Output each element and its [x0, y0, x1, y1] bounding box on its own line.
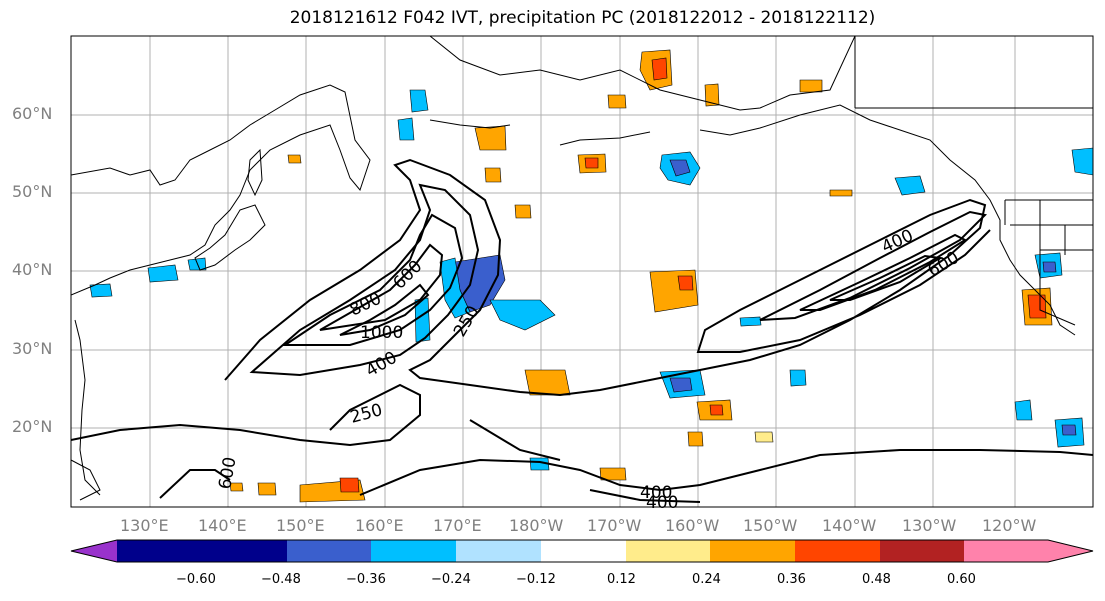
colorbar-tick: 0.24 [692, 572, 721, 587]
coastlines [71, 36, 1093, 501]
lon-label: 120°W [982, 516, 1037, 535]
map-frame [70, 35, 1094, 508]
colorbar-tick: −0.24 [431, 572, 471, 587]
lon-label: 140°E [198, 516, 247, 535]
lon-label: 170°W [587, 516, 642, 535]
colorbar-tick: 0.60 [947, 572, 976, 587]
colorbar-tick: 0.12 [607, 572, 636, 587]
chart-title: 2018121612 F042 IVT, precipitation PC (2… [289, 8, 876, 28]
contour-label: 250 [348, 400, 385, 428]
lon-label: 150°W [743, 516, 798, 535]
contour-label: 400 [640, 483, 672, 503]
lon-label: 150°E [276, 516, 325, 535]
lon-label: 160°E [355, 516, 404, 535]
contour-label: 400 [646, 493, 678, 513]
contour-label: 400 [363, 348, 401, 382]
contour-label: 1000 [360, 323, 403, 343]
colorbar-tick: −0.48 [261, 572, 301, 587]
contour-label: 400 [879, 226, 917, 258]
colorbar-tick: 0.36 [777, 572, 806, 587]
lon-label: 130°E [120, 516, 169, 535]
lat-label: 30°N [12, 339, 53, 358]
colorbar-tick: −0.60 [176, 572, 216, 587]
lat-label: 20°N [12, 417, 53, 436]
lat-label: 40°N [12, 260, 53, 279]
contour-label: 600 [925, 248, 963, 282]
colorbar-tick: −0.12 [516, 572, 556, 587]
contour-label: 600 [389, 256, 426, 293]
ivt-contours [71, 158, 1093, 503]
lon-label: 170°E [433, 516, 482, 535]
colorbar-tick: 0.48 [862, 572, 891, 587]
lon-label: 140°W [822, 516, 877, 535]
lon-label: 180°W [509, 516, 564, 535]
lat-label: 60°N [12, 104, 53, 123]
lat-label: 50°N [12, 182, 53, 201]
lon-label: 160°W [665, 516, 720, 535]
lon-label: 130°W [902, 516, 957, 535]
contour-labels: 800 600 1000 400 250 250 400 600 400 400… [215, 226, 962, 513]
colorbar-tick: −0.36 [346, 572, 386, 587]
